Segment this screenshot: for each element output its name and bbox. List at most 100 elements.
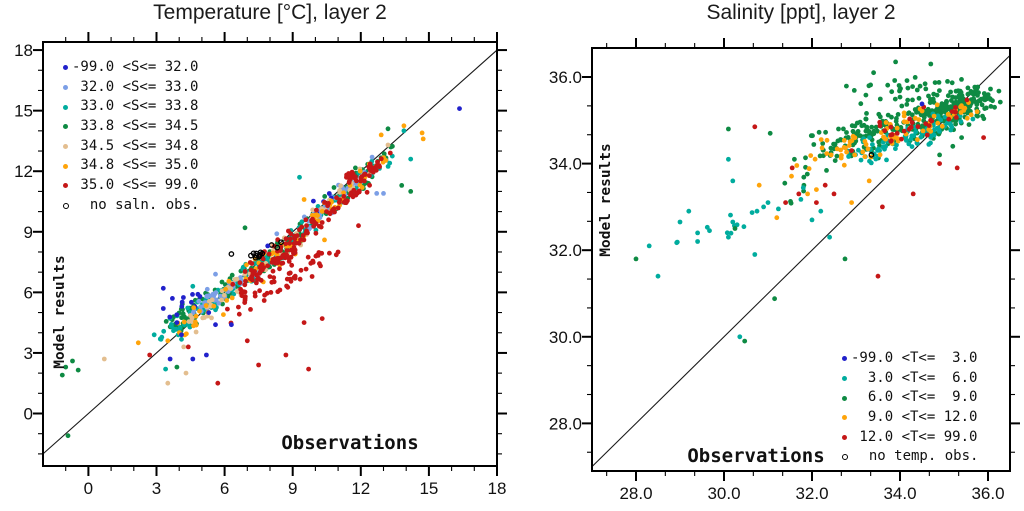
green-point	[858, 101, 864, 107]
green-point	[65, 433, 71, 439]
panel-salinity: Salinity [ppt], layer 2 28.0 30.0 32.0 34.0…	[512, 0, 1024, 511]
green-point	[851, 88, 857, 93]
orange-point	[883, 120, 889, 125]
x-tick-label: 28.0	[619, 484, 652, 503]
green-point	[876, 111, 882, 117]
red-point	[301, 237, 307, 243]
orange-point	[229, 295, 235, 301]
tan-point	[209, 315, 214, 321]
teal-point	[185, 305, 191, 311]
orange-point	[843, 145, 848, 151]
teal-point	[827, 234, 832, 240]
legend-dot-icon	[63, 124, 68, 130]
green-point	[922, 81, 928, 87]
cornflower-point	[198, 304, 204, 310]
red-point	[334, 195, 339, 201]
legend-entry-label: no temp. obs.	[852, 448, 979, 465]
green-point	[904, 78, 910, 83]
red-point	[894, 131, 900, 136]
cornflower-point	[196, 298, 202, 304]
orange-point	[939, 123, 945, 129]
orange-point	[844, 149, 849, 155]
green-point	[322, 194, 328, 199]
tan-point	[101, 356, 107, 362]
red-point	[297, 276, 303, 282]
teal-point	[707, 228, 712, 234]
red-point	[269, 279, 275, 285]
blue-point	[160, 285, 166, 291]
orange-point	[959, 103, 964, 109]
red-point	[313, 230, 319, 236]
green-point	[220, 301, 225, 307]
orange-point	[882, 136, 888, 141]
y-tick-label: 32.0	[549, 241, 582, 260]
legend-entry-label: 12.0 <T<= 99.0	[851, 428, 978, 445]
green-point	[841, 126, 846, 132]
green-point	[950, 94, 955, 100]
x-tick-label: 32.0	[795, 484, 828, 503]
legend-entry: -99.0 <S<= 32.0	[63, 58, 199, 78]
x-tick-label: 34.0	[883, 484, 916, 503]
x-tick-label: 6	[220, 479, 229, 498]
legend-entry: no saln. obs.	[63, 196, 199, 216]
teal-point	[179, 336, 184, 342]
green-point	[981, 91, 987, 96]
orange-point	[849, 138, 855, 144]
cornflower-point	[274, 231, 280, 237]
y-axis-label: Model results	[52, 255, 68, 369]
y-tick-label: 3	[24, 344, 33, 363]
green-point	[823, 129, 828, 135]
legend-entry: -99.0 <T<= 3.0	[842, 349, 978, 369]
orange-point	[974, 109, 980, 115]
orange-point	[181, 319, 187, 325]
green-point	[897, 86, 903, 92]
red-point	[230, 281, 236, 287]
teal-point	[903, 138, 909, 143]
green-point	[63, 364, 69, 370]
green-point	[863, 116, 869, 122]
orange-point	[808, 153, 814, 159]
blue-point	[213, 322, 218, 328]
orange-point	[841, 138, 847, 143]
legend-entry: 33.0 <S<= 33.8	[63, 97, 199, 117]
red-point	[284, 252, 290, 258]
green-point	[844, 83, 849, 89]
green-point	[408, 189, 414, 194]
red-point	[257, 288, 262, 294]
green-point	[948, 89, 953, 95]
teal-point	[171, 326, 177, 332]
teal-point	[299, 219, 305, 225]
green-point	[930, 96, 936, 102]
orange-point	[135, 340, 141, 346]
diagonal-line	[591, 54, 1011, 468]
red-point	[303, 266, 309, 272]
tan-point	[221, 292, 227, 298]
tan-point	[209, 297, 215, 303]
legend-dot-icon	[63, 104, 68, 110]
red-point	[901, 128, 907, 134]
cornflower-point	[218, 293, 223, 299]
red-point	[875, 273, 881, 279]
orange-point	[935, 120, 941, 126]
red-point	[243, 278, 248, 284]
scatter-points	[633, 59, 1003, 344]
blue-point	[174, 320, 180, 325]
red-point	[953, 115, 959, 120]
green-point	[871, 70, 876, 76]
teal-point	[909, 144, 915, 150]
red-point	[378, 156, 384, 162]
green-point	[732, 226, 738, 231]
red-point	[242, 300, 248, 305]
green-point	[229, 272, 235, 278]
orange-point	[314, 212, 320, 218]
green-point	[792, 156, 797, 162]
tan-point	[202, 315, 207, 320]
orange-point	[964, 115, 970, 121]
orange-point	[774, 215, 780, 221]
red-point	[910, 191, 916, 197]
red-point	[882, 128, 888, 134]
orange-point	[301, 197, 307, 202]
red-point	[349, 169, 355, 175]
teal-point	[877, 148, 882, 153]
teal-point	[730, 178, 736, 184]
